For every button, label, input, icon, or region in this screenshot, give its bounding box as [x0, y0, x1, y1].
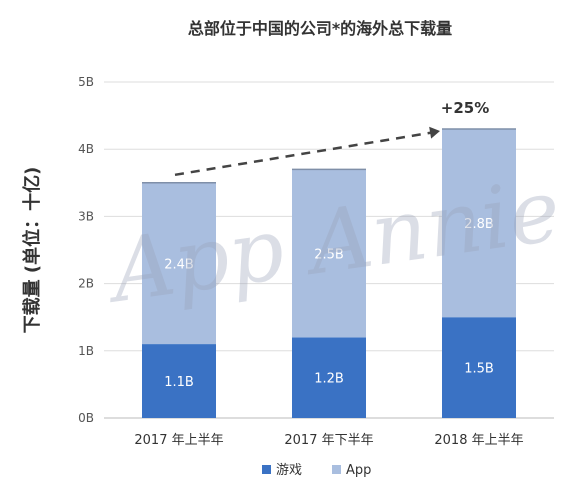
bar-游戏-1	[292, 337, 366, 418]
growth-label: +25%	[441, 99, 489, 117]
bar-value-label: 1.1B	[164, 375, 194, 390]
y-tick-label: 2B	[78, 277, 94, 291]
y-tick-label: 1B	[78, 344, 94, 358]
legend-label: 游戏	[276, 463, 302, 478]
trend-arrow-line	[174, 131, 433, 177]
legend-swatch-1	[332, 465, 341, 474]
y-tick-label: 3B	[78, 209, 94, 223]
bars: 1.1B 2.4B 1.2B 2.5B 1.5B 2.8B	[142, 128, 516, 418]
bar-value-label: 1.2B	[314, 372, 344, 387]
y-tick-label: 4B	[78, 142, 94, 156]
x-category-label: 2017 年上半年	[134, 433, 223, 448]
bar-App-2	[442, 129, 516, 318]
bar-value-label: 2.4B	[164, 257, 194, 272]
y-tick-label: 0B	[78, 411, 94, 425]
chart-title: 总部位于中国的公司*的海外总下载量	[188, 19, 452, 38]
bar-value-label: 2.8B	[464, 217, 494, 232]
bar-游戏-2	[442, 317, 516, 418]
bar-value-label: 2.5B	[314, 247, 344, 262]
bar-value-label: 1.5B	[464, 362, 494, 377]
legend: 游戏 App	[262, 463, 371, 478]
bar-App-0	[142, 182, 216, 345]
y-axis-label: 下载量 (单位：十亿)	[21, 167, 43, 334]
y-tick-label: 5B	[78, 75, 94, 89]
legend-swatch-0	[262, 465, 271, 474]
trend-annotation: +25%	[174, 99, 489, 177]
trend-arrow-head	[429, 126, 440, 139]
legend-label: App	[346, 463, 371, 478]
bar-游戏-0	[142, 344, 216, 418]
x-category-label: 2017 年下半年	[284, 433, 373, 448]
x-category-label: 2018 年上半年	[434, 433, 523, 448]
x-axis-categories: 2017 年上半年 2017 年下半年 2018 年上半年	[134, 433, 523, 448]
y-axis-ticks: 0B 1B 2B 3B 4B 5B	[78, 75, 94, 425]
bar-App-1	[292, 169, 366, 338]
